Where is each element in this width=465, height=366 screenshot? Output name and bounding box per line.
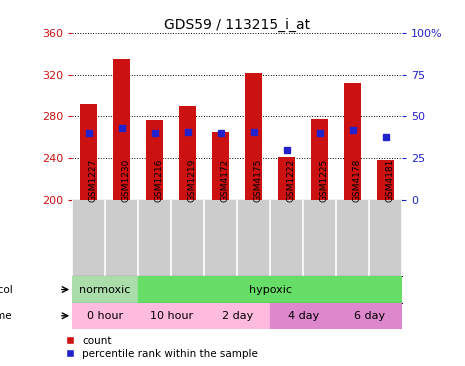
Text: GSM4181: GSM4181 bbox=[386, 159, 395, 202]
Bar bbox=[179, 106, 196, 200]
Bar bbox=[204, 303, 270, 329]
Legend: count, percentile rank within the sample: count, percentile rank within the sample bbox=[66, 336, 258, 359]
Text: 2 day: 2 day bbox=[221, 311, 253, 321]
Text: GSM1219: GSM1219 bbox=[187, 159, 197, 202]
Bar bbox=[72, 276, 138, 303]
Bar bbox=[146, 120, 163, 200]
Bar bbox=[72, 303, 138, 329]
Text: GSM4172: GSM4172 bbox=[220, 159, 230, 202]
Text: 6 day: 6 day bbox=[354, 311, 385, 321]
Text: 4 day: 4 day bbox=[287, 311, 319, 321]
Text: GSM4178: GSM4178 bbox=[353, 159, 362, 202]
Text: 0 hour: 0 hour bbox=[87, 311, 123, 321]
Title: GDS59 / 113215_i_at: GDS59 / 113215_i_at bbox=[164, 18, 310, 32]
Text: GSM4175: GSM4175 bbox=[254, 159, 263, 202]
Text: GSM1230: GSM1230 bbox=[122, 159, 131, 202]
Text: time: time bbox=[0, 311, 13, 321]
Bar bbox=[312, 119, 328, 200]
Bar bbox=[138, 276, 402, 303]
Text: normoxic: normoxic bbox=[80, 284, 131, 295]
Text: GSM1222: GSM1222 bbox=[286, 159, 296, 202]
Text: GSM1227: GSM1227 bbox=[88, 159, 98, 202]
Text: 10 hour: 10 hour bbox=[150, 311, 193, 321]
Bar bbox=[345, 83, 361, 200]
Text: protocol: protocol bbox=[0, 284, 13, 295]
Bar bbox=[213, 132, 229, 200]
Bar bbox=[113, 59, 130, 200]
Bar bbox=[80, 104, 97, 200]
Bar bbox=[138, 303, 204, 329]
Bar bbox=[246, 72, 262, 200]
Text: hypoxic: hypoxic bbox=[249, 284, 292, 295]
Bar bbox=[378, 160, 394, 200]
Text: GSM1216: GSM1216 bbox=[154, 159, 164, 202]
Bar bbox=[336, 303, 402, 329]
Bar bbox=[279, 157, 295, 200]
Bar bbox=[270, 303, 336, 329]
Text: GSM1225: GSM1225 bbox=[320, 159, 329, 202]
